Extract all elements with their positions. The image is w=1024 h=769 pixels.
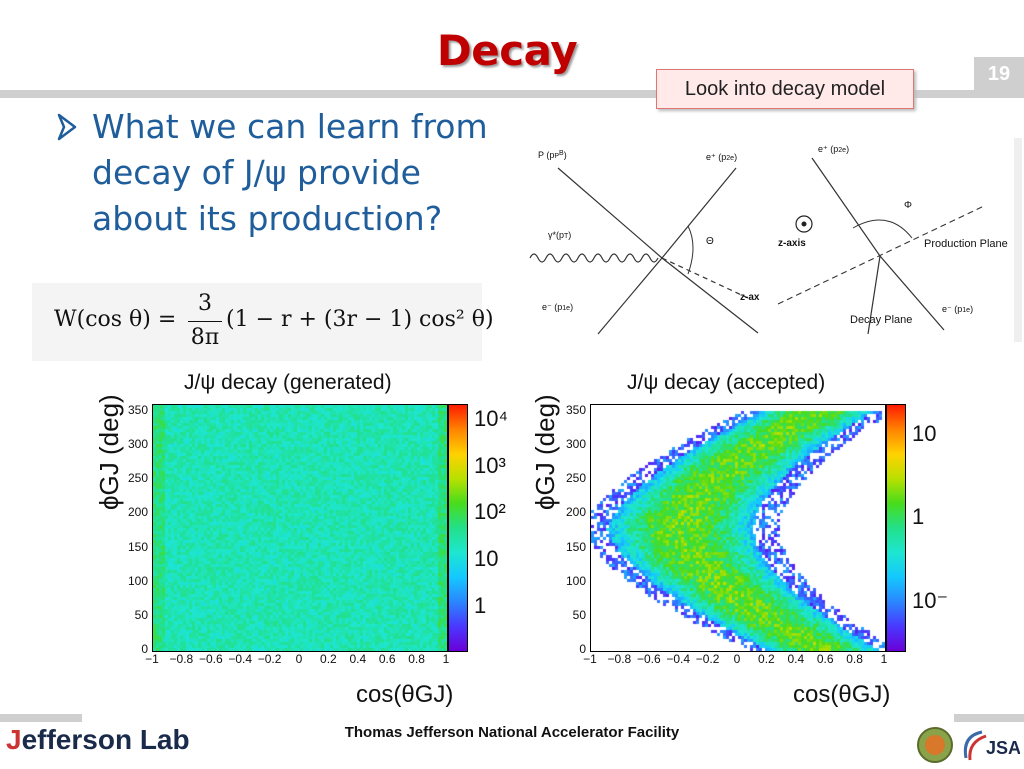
chart-title: J/ψ decay (generated)	[184, 371, 392, 394]
formula-rhs: (1 − r + (3r − 1) cos² θ)	[226, 307, 494, 332]
formula-lhs: W(cos θ) =	[54, 307, 177, 332]
x-tick-label: 0.4	[349, 652, 367, 666]
x-tick-label: −0.8	[169, 652, 194, 666]
y-tick-label: 350	[565, 402, 586, 417]
callout-box: Look into decay model	[656, 69, 914, 109]
label-eminus-left: e⁻ (p1e)	[542, 302, 574, 312]
x-tick-label: −0.8	[607, 652, 632, 666]
label-eplus-left: e⁺ (p2e)	[706, 152, 738, 162]
label-production-plane: Production Plane	[924, 238, 1008, 250]
y-axis-label: ϕGJ (deg)	[94, 394, 124, 510]
footer-divider-right	[954, 714, 1024, 722]
label-phi: Φ	[904, 200, 912, 211]
x-tick-label: −1	[583, 652, 597, 666]
x-tick-label: −0.2	[257, 652, 282, 666]
label-gamma: γ*(pT)	[548, 230, 572, 240]
label-theta: Θ	[706, 236, 714, 247]
x-tick-label: 0.8	[408, 652, 425, 666]
x-tick-label: 0	[733, 652, 741, 666]
colorbar-label: 10	[912, 420, 937, 446]
x-tick-label: −0.4	[666, 652, 691, 666]
fraction-bar	[188, 321, 222, 322]
y-tick-label: 200	[127, 505, 148, 520]
x-tick-label: 0.2	[758, 652, 775, 666]
x-tick-label: −1	[145, 652, 159, 666]
label-decay-plane: Decay Plane	[850, 314, 913, 326]
kinematics-diagram: P (pPB) e⁺ (p2e) γ*(pT) Θ e⁻ (p1e) z-axi…	[528, 138, 1022, 342]
colorbar-label: 10⁴	[474, 405, 508, 431]
y-tick-label: 200	[565, 505, 586, 520]
y-tick-label: 300	[127, 437, 148, 451]
y-tick-label: 0	[579, 642, 586, 656]
heatmap-area	[590, 404, 886, 652]
x-tick-label: 0.2	[320, 652, 337, 666]
svg-text:JSA: JSA	[986, 738, 1020, 758]
label-eminus-right: e⁻ (p1e)	[942, 304, 974, 314]
footer-text: Thomas Jefferson National Accelerator Fa…	[344, 724, 680, 741]
label-zaxis-low: z-ax	[740, 292, 760, 303]
heatmap-area	[152, 404, 448, 652]
colorbar-label: 10⁻	[912, 587, 949, 613]
x-axis-label: cos(θGJ)	[356, 681, 454, 708]
decay-formula: W(cos θ) = 3 8π (1 − r + (3r − 1) cos² θ…	[32, 283, 494, 361]
formula-numerator: 3	[198, 291, 212, 316]
label-proton: P (pPB)	[538, 150, 567, 160]
colorbar	[448, 404, 468, 652]
bullet-point: What we can learn from decay of J/ψ prov…	[56, 104, 496, 242]
y-tick-label: 50	[572, 607, 586, 622]
x-axis-label: cos(θGJ)	[793, 681, 891, 708]
colorbar-label: 10	[474, 545, 499, 571]
y-tick-label: 300	[565, 437, 586, 451]
x-tick-label: −0.6	[198, 652, 223, 666]
x-tick-label: 0.4	[787, 652, 805, 666]
colorbar-label: 1	[474, 592, 487, 618]
label-eplus-right: e⁺ (p2e)	[818, 144, 850, 154]
y-tick-label: 150	[565, 539, 586, 554]
x-tick-label: 0	[295, 652, 303, 666]
formula-denominator: 8π	[190, 325, 220, 350]
y-tick-label: 150	[127, 539, 148, 554]
y-tick-label: 250	[127, 471, 148, 486]
colorbar	[886, 404, 906, 652]
y-tick-label: 0	[141, 642, 148, 656]
colorbar-label: 10²	[474, 499, 506, 525]
page-number: 19	[974, 57, 1024, 91]
header-divider	[0, 90, 1024, 98]
colorbar-label: 10³	[474, 452, 506, 478]
y-tick-label: 100	[127, 573, 148, 588]
x-tick-label: −0.4	[228, 652, 253, 666]
jsa-logo-icon: JSA	[960, 726, 1021, 764]
x-tick-label: 1	[442, 652, 450, 666]
colorbar-label: 1	[912, 504, 925, 530]
label-zaxis-mid: z-axis	[778, 238, 806, 249]
y-tick-label: 250	[565, 471, 586, 486]
chart-title: J/ψ decay (accepted)	[627, 371, 826, 394]
x-tick-label: 0.6	[378, 652, 396, 666]
bullet-text: What we can learn from decay of J/ψ prov…	[92, 107, 488, 238]
x-tick-label: −0.2	[695, 652, 720, 666]
y-axis-label: ϕGJ (deg)	[530, 394, 560, 510]
x-tick-label: 0.8	[846, 652, 863, 666]
y-tick-label: 100	[565, 573, 586, 588]
footer-divider-left	[0, 714, 82, 722]
y-tick-label: 50	[134, 607, 148, 622]
x-tick-label: 1	[880, 652, 888, 666]
y-tick-label: 350	[127, 402, 148, 417]
jefferson-lab-logo: Jefferson Lab	[6, 724, 190, 755]
x-tick-label: 0.6	[816, 652, 834, 666]
seal-logo-icon	[916, 726, 954, 764]
x-tick-label: −0.6	[636, 652, 661, 666]
arrow-bullet-icon	[56, 104, 80, 162]
slide-title: Decay	[436, 26, 578, 75]
